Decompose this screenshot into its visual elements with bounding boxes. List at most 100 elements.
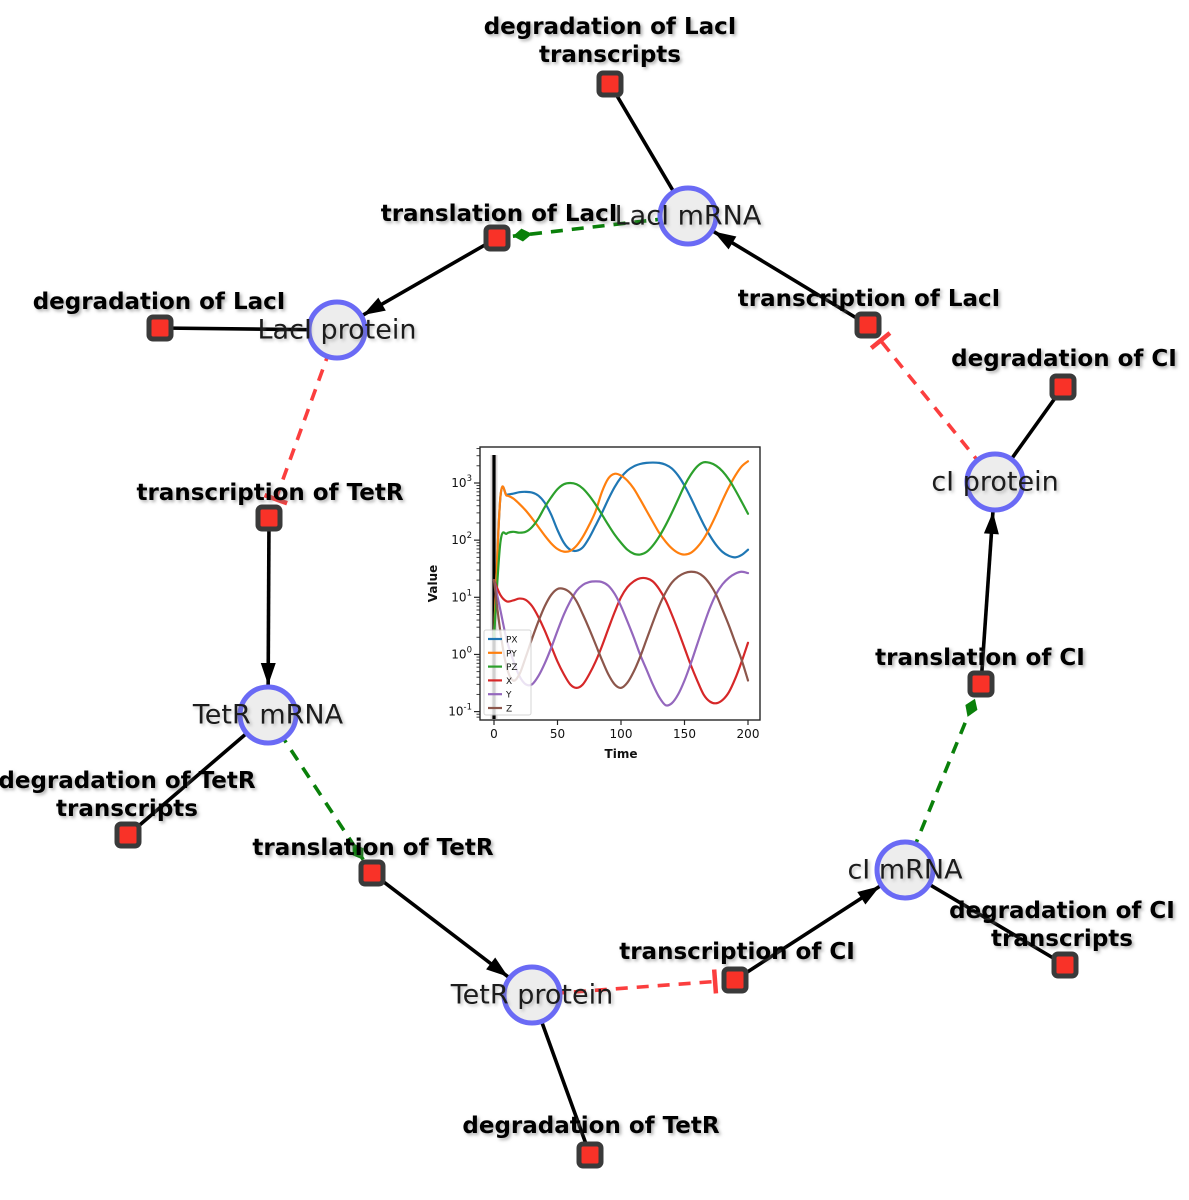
reaction-node-tx_tetr [255, 504, 283, 532]
species-node-laci_protein [306, 299, 368, 361]
chart-y-axis-title: Value [426, 565, 440, 603]
edge-tl_laci-to-laci_protein [362, 236, 498, 317]
activation-arrowhead-icon [352, 843, 364, 860]
species-circle-ci_protein [964, 451, 1026, 513]
chart-y-tick-label: 102 [451, 531, 472, 547]
chart-legend: PX PY PZ XYZ [483, 629, 532, 716]
reaction-square-deg_tetr [576, 1141, 604, 1169]
edge-ci_mrna-to-deg_ci_tx [904, 868, 1066, 967]
chart-x-axis-title: Time [605, 747, 638, 761]
reaction-label-deg_tetr_tx: degradation of TetR transcripts [0, 768, 256, 822]
species-label-tetr_protein: TetR protein [450, 980, 613, 1011]
species-label-tetr_mrna: TetR mRNA [192, 700, 344, 731]
reaction-square-deg_laci [146, 314, 174, 342]
chart-axes: 0 50 100 150 200 103 102 101 100 10-1 Time Value [426, 448, 759, 761]
chart-y-tick-label: 100 [451, 645, 472, 661]
chart-frame [479, 446, 761, 721]
species-circle-tetr_protein [501, 964, 563, 1026]
chart-series-PZ [492, 460, 750, 639]
reaction-square-tl_laci [483, 224, 511, 252]
inhibition-tee-icon [263, 492, 288, 506]
labels-layer: LacI mRNA LacI protein TetR mRNA TetR prote… [0, 14, 1177, 1139]
reaction-label-tx_ci: transcription of CI [619, 939, 855, 965]
edge-tetr_protein-to-tx_ci [531, 969, 719, 997]
chart-x-tick-label: 150 [673, 727, 696, 741]
reaction-square-deg_tetr_tx [114, 821, 142, 849]
reaction-square-tx_ci [721, 966, 749, 994]
arrowhead-icon [713, 231, 737, 250]
chart-y-tick-label: 10-1 [448, 703, 472, 719]
chart-series-layer [492, 460, 750, 707]
edge-tx_ci-to-ci_mrna [734, 884, 881, 982]
reaction-label-deg_tetr: degradation of TetR [462, 1113, 719, 1139]
reaction-node-deg_ci_tx [1051, 951, 1079, 979]
reaction-node-deg_laci [146, 314, 174, 342]
arrowhead-icon [260, 662, 276, 686]
reaction-label-deg_laci: degradation of LacI [33, 289, 286, 315]
reaction-square-tx_tetr [255, 504, 283, 532]
activation-arrowhead-icon [512, 228, 533, 242]
arrowhead-icon [363, 297, 386, 316]
reaction-node-tx_ci [721, 966, 749, 994]
reaction-label-tx_tetr: transcription of TetR [136, 480, 403, 506]
legend-label-PZ: PZ [506, 663, 518, 673]
species-node-tetr_protein [501, 964, 563, 1026]
inset-chart: 0 50 100 150 20010310210110010-1TimeValuePXP… [426, 446, 761, 761]
edge-tx_laci-to-laci_mrna [712, 229, 869, 327]
legend-label-PX: PX [506, 636, 518, 646]
legend-label-Z: Z [506, 705, 512, 715]
species-label-laci_mrna: LacI mRNA [615, 201, 762, 232]
reaction-node-tl_laci [483, 224, 511, 252]
chart-series-Y [492, 570, 750, 707]
legend-label-Y: Y [505, 691, 512, 701]
species-label-ci_protein: cI protein [931, 467, 1058, 498]
reaction-label-tx_laci: transcription of LacI [738, 286, 1001, 312]
reaction-node-tl_tetr [358, 859, 386, 887]
reaction-label-tl_laci: translation of LacI [381, 201, 618, 227]
reaction-square-tl_ci [967, 670, 995, 698]
arrowhead-icon [486, 957, 509, 977]
species-circle-laci_mrna [657, 185, 719, 247]
species-label-ci_mrna: cI mRNA [847, 855, 963, 886]
species-node-laci_mrna [657, 185, 719, 247]
edge-tl_tetr-to-tetr_protein [370, 871, 510, 979]
reaction-node-deg_ci [1049, 373, 1077, 401]
legend-label-X: X [506, 677, 512, 687]
reaction-node-tx_laci [854, 311, 882, 339]
reaction-label-deg_laci_tx: degradation of LacI transcripts [484, 14, 737, 68]
nodes-layer [114, 70, 1079, 1169]
activation-arrowhead-icon [965, 698, 978, 717]
reaction-square-deg_ci [1049, 373, 1077, 401]
reaction-square-tx_laci [854, 311, 882, 339]
reaction-label-tl_ci: translation of CI [875, 645, 1085, 671]
chart-series-PX [492, 461, 750, 639]
edge-tl_ci-to-ci_protein [979, 511, 999, 685]
species-circle-tetr_mrna [237, 684, 299, 746]
reaction-node-tl_ci [967, 670, 995, 698]
species-label-laci_protein: LacI protein [258, 315, 417, 346]
species-circle-ci_mrna [874, 839, 936, 901]
reaction-label-tl_tetr: translation of TetR [252, 835, 493, 861]
reaction-node-deg_laci_tx [596, 70, 624, 98]
inhibition-tee-icon [711, 969, 719, 994]
inhibition-tee-icon [869, 331, 892, 350]
chart-series-PY [492, 460, 750, 639]
chart-x-tick-label: 0 [490, 727, 498, 741]
arrowhead-icon [857, 886, 880, 905]
reaction-node-deg_tetr_tx [114, 821, 142, 849]
species-circle-laci_protein [306, 299, 368, 361]
chart-series-X [492, 576, 750, 705]
chart-series-Z [492, 570, 750, 690]
edge-tx_tetr-to-tetr_mrna [260, 517, 276, 686]
species-node-tetr_mrna [237, 684, 299, 746]
chart-x-tick-label: 50 [550, 727, 565, 741]
chart-y-tick-label: 101 [451, 588, 472, 604]
legend-label-PY: PY [506, 649, 517, 659]
reaction-square-tl_tetr [358, 859, 386, 887]
reaction-square-deg_ci_tx [1051, 951, 1079, 979]
species-node-ci_mrna [874, 839, 936, 901]
reaction-label-deg_ci_tx: degradation of CI transcripts [949, 898, 1175, 952]
reaction-label-deg_ci: degradation of CI [951, 346, 1177, 372]
